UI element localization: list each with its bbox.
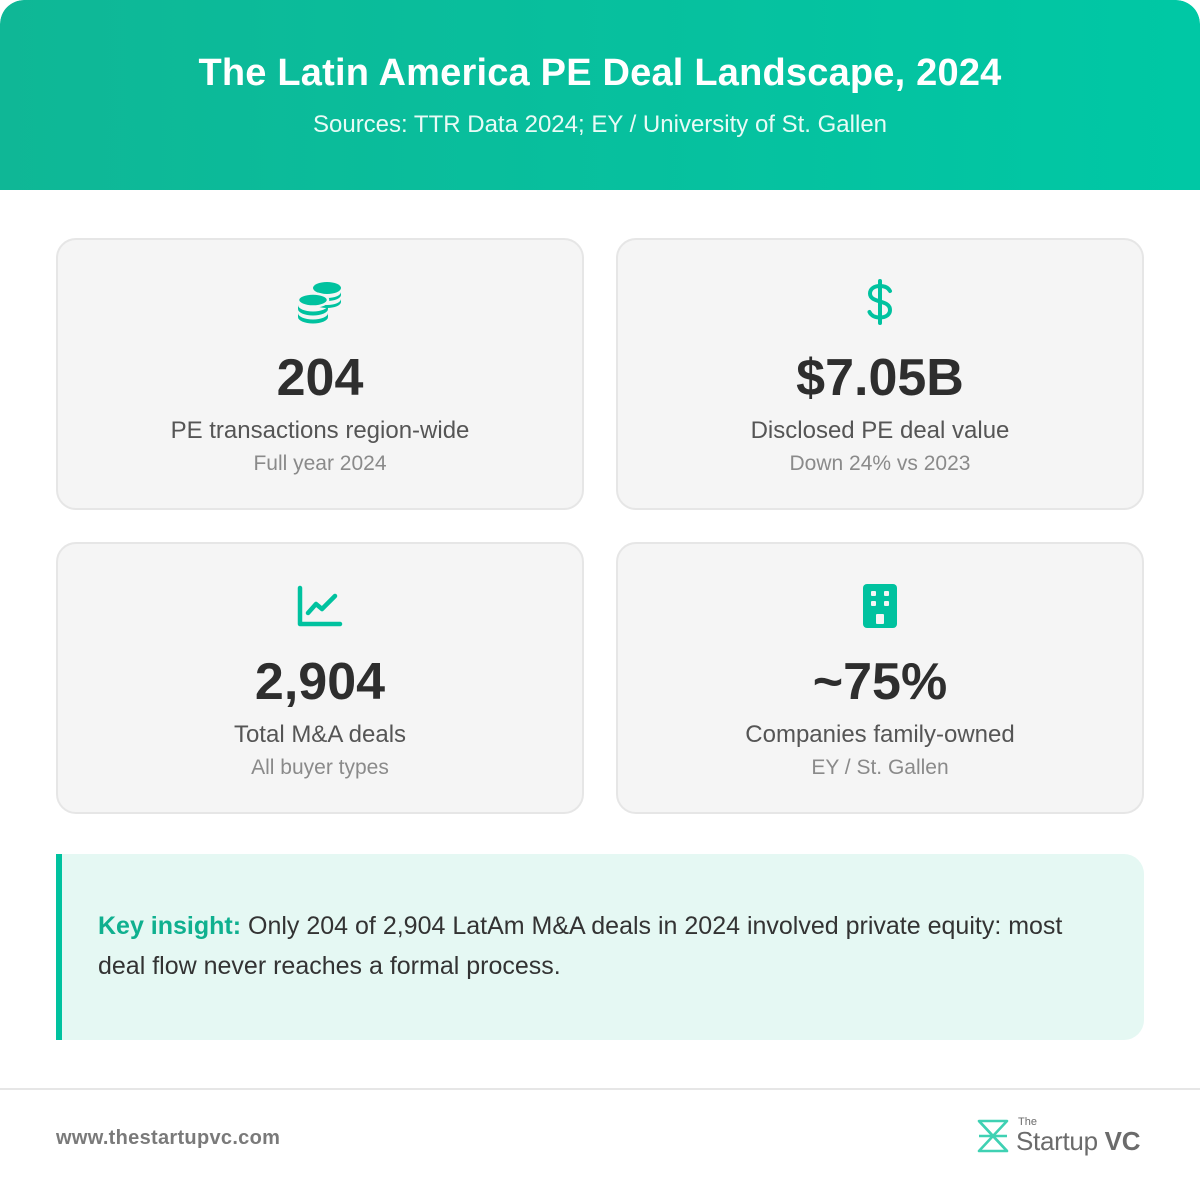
key-insight-box: Key insight: Only 204 of 2,904 LatAm M&A… [56,854,1144,1040]
stat-label: PE transactions region-wide [170,417,470,444]
coins-icon [58,278,582,326]
page-title: The Latin America PE Deal Landscape, 202… [198,52,1002,94]
logo-vc: VC [1104,1126,1141,1156]
building-icon [618,582,1142,630]
stat-card-pe-transactions: 204 PE transactions region-wide Full yea… [56,238,584,510]
stat-card-total-deals: 2,904 Total M&A deals All buyer types [56,542,584,814]
stats-grid: 204 PE transactions region-wide Full yea… [56,238,1144,814]
stat-label: Total M&A deals [233,721,407,748]
logo-startup: Startup [1016,1126,1098,1156]
stat-value: $7.05B [796,349,964,407]
stat-card-deal-value: $7.05B Disclosed PE deal value Down 24% … [616,238,1144,510]
stat-sublabel: Full year 2024 [253,452,387,475]
chart-line-icon [58,582,582,630]
stat-label: Companies family-owned [745,721,1015,748]
stat-sublabel: Down 24% vs 2023 [789,452,971,475]
stat-value: ~75% [812,653,948,711]
logo-wordmark: The Startup VC [1016,1116,1146,1156]
footer-url-link[interactable]: www.thestartupvc.com [56,1127,281,1149]
footer-divider [0,1088,1200,1090]
logo-the: The [1018,1116,1037,1128]
startupvc-logo[interactable]: The Startup VC [976,1116,1146,1156]
stat-sublabel: All buyer types [251,756,389,779]
key-insight-text: Only 204 of 2,904 LatAm M&A deals in 202… [98,912,1063,980]
stat-value: 2,904 [254,653,386,711]
stat-value: 204 [276,349,364,407]
header: The Latin America PE Deal Landscape, 202… [0,0,1200,190]
dollar-icon [618,278,1142,326]
logo-brand: Startup VC [1016,1126,1140,1157]
key-insight-label: Key insight: [98,912,242,940]
stat-sublabel: EY / St. Gallen [811,756,949,779]
page-subtitle: Sources: TTR Data 2024; EY / University … [312,111,888,138]
startupvc-logo-mark-icon [977,1119,1009,1153]
stat-label: Disclosed PE deal value [750,417,1010,444]
stat-card-family-owned: ~75% Companies family-owned EY / St. Gal… [616,542,1144,814]
